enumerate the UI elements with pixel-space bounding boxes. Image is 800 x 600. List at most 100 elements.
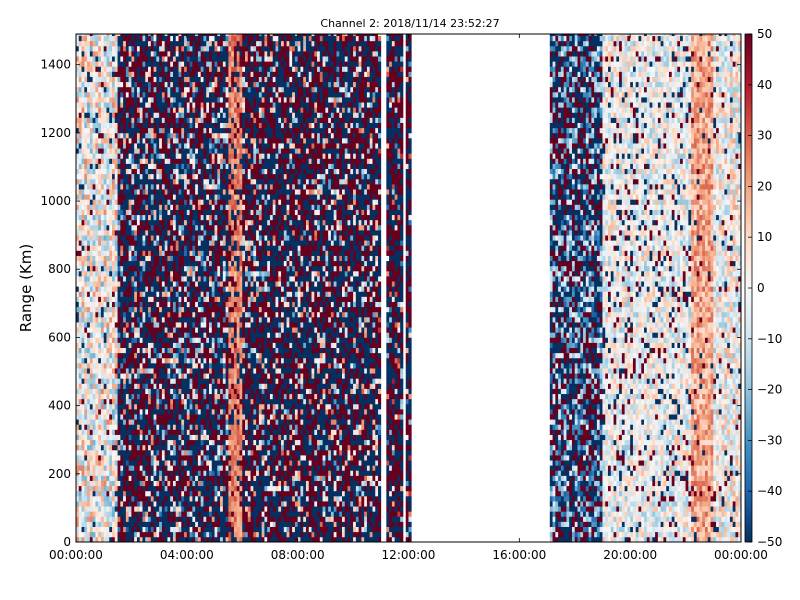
heatmap-cell [181, 511, 184, 516]
heatmap-cell [93, 491, 96, 496]
heatmap-cell [101, 281, 104, 286]
heatmap-cell [109, 286, 112, 291]
heatmap-cell [145, 174, 148, 179]
heatmap-cell [131, 138, 134, 143]
heatmap-cell [212, 158, 215, 163]
heatmap-cell [148, 297, 151, 302]
heatmap-cell [109, 337, 112, 342]
heatmap-cell [140, 435, 143, 440]
heatmap-cell [167, 174, 170, 179]
heatmap-cell [173, 169, 176, 174]
heatmap-cell [173, 36, 176, 41]
heatmap-cell [176, 358, 179, 363]
heatmap-cell [109, 46, 112, 51]
heatmap-cell [101, 220, 104, 225]
heatmap-cell [115, 235, 118, 240]
heatmap-cell [170, 153, 173, 158]
heatmap-cell [95, 148, 98, 153]
heatmap-cell [203, 46, 206, 51]
heatmap-cell [82, 271, 85, 276]
heatmap-cell [98, 527, 101, 532]
heatmap-cell [154, 128, 157, 133]
heatmap-cell [165, 481, 168, 486]
heatmap-cell [90, 220, 93, 225]
heatmap-cell [165, 230, 168, 235]
heatmap-cell [98, 102, 101, 107]
heatmap-cell [98, 337, 101, 342]
heatmap-cell [145, 496, 148, 501]
heatmap-cell [159, 404, 162, 409]
heatmap-cell [198, 240, 201, 245]
heatmap-cell [98, 92, 101, 97]
heatmap-cell [165, 266, 168, 271]
heatmap-cell [148, 389, 151, 394]
heatmap-cell [84, 82, 87, 87]
heatmap-cell [190, 383, 193, 388]
heatmap-cell [126, 429, 129, 434]
heatmap-cell [90, 286, 93, 291]
heatmap-cell [151, 133, 154, 138]
heatmap-cell [156, 51, 159, 56]
heatmap-cell [192, 204, 195, 209]
heatmap-cell [137, 511, 140, 516]
heatmap-cell [145, 133, 148, 138]
heatmap-cell [165, 235, 168, 240]
heatmap-cell [184, 327, 187, 332]
heatmap-cell [148, 496, 151, 501]
heatmap-cell [187, 123, 190, 128]
heatmap-cell [109, 348, 112, 353]
heatmap-cell [184, 164, 187, 169]
heatmap-cell [159, 511, 162, 516]
heatmap-cell [134, 36, 137, 41]
heatmap-cell [143, 215, 146, 220]
heatmap-cell [131, 158, 134, 163]
heatmap-cell [90, 271, 93, 276]
heatmap-cell [148, 429, 151, 434]
heatmap-cell [109, 251, 112, 256]
heatmap-cell [123, 66, 126, 71]
heatmap-cell [181, 409, 184, 414]
heatmap-cell [190, 36, 193, 41]
heatmap-cell [201, 460, 204, 465]
heatmap-cell [162, 496, 165, 501]
heatmap-cell [198, 394, 201, 399]
heatmap-cell [98, 343, 101, 348]
heatmap-cell [82, 404, 85, 409]
heatmap-cell [137, 527, 140, 532]
heatmap-cell [148, 317, 151, 322]
heatmap-cell [151, 256, 154, 261]
heatmap-cell [93, 276, 96, 281]
heatmap-cell [203, 230, 206, 235]
heatmap-cell [129, 276, 132, 281]
heatmap-cell [104, 476, 107, 481]
heatmap-cell [201, 107, 204, 112]
heatmap-cell [90, 429, 93, 434]
heatmap-cell [131, 92, 134, 97]
heatmap-cell [187, 414, 190, 419]
heatmap-cell [201, 511, 204, 516]
heatmap-cell [179, 112, 182, 117]
heatmap-cell [184, 61, 187, 66]
heatmap-cell [179, 210, 182, 215]
heatmap-cell [179, 297, 182, 302]
heatmap-cell [206, 317, 209, 322]
heatmap-cell [98, 445, 101, 450]
heatmap-cell [212, 435, 215, 440]
heatmap-cell [129, 348, 132, 353]
heatmap-cell [167, 153, 170, 158]
heatmap-cell [79, 353, 82, 358]
heatmap-cell [140, 82, 143, 87]
heatmap-cell [162, 455, 165, 460]
heatmap-cell [101, 383, 104, 388]
heatmap-cell [159, 414, 162, 419]
heatmap-cell [134, 337, 137, 342]
heatmap-cell [187, 72, 190, 77]
heatmap-cell [184, 46, 187, 51]
heatmap-cell [93, 337, 96, 342]
heatmap-cell [209, 138, 212, 143]
heatmap-cell [203, 378, 206, 383]
heatmap-cell [120, 404, 123, 409]
heatmap-cell [184, 460, 187, 465]
heatmap-cell [170, 107, 173, 112]
heatmap-cell [137, 404, 140, 409]
